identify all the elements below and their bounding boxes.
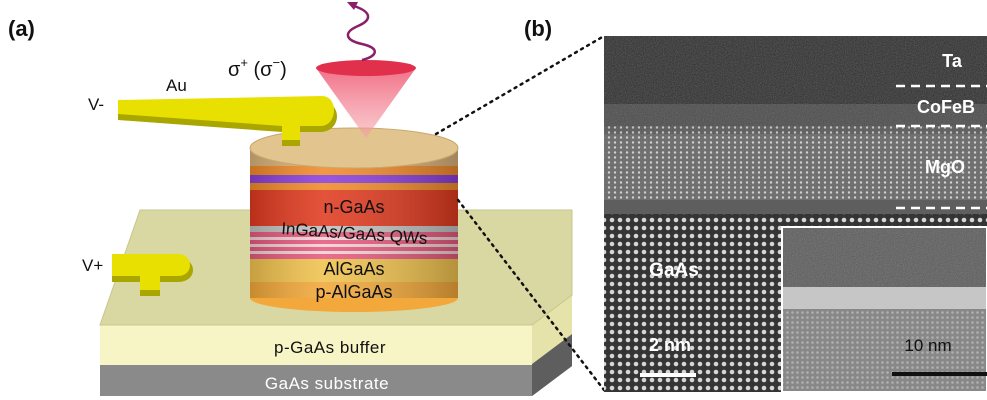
p-algaas-label: p-AlGaAs (315, 282, 392, 302)
panel-a-label: (a) (8, 16, 35, 41)
v-plus-label: V+ (82, 256, 103, 275)
ta-label: Ta (942, 51, 963, 71)
sigma-main: σ (228, 59, 241, 81)
au-label: Au (166, 76, 187, 95)
v-plus-contact (112, 254, 193, 296)
sigma-inner: σ (260, 59, 273, 81)
algaas-label: AlGaAs (323, 259, 384, 279)
buffer-label: p-GaAs buffer (274, 338, 386, 357)
sigma-open: ( (248, 59, 261, 81)
zoom-line-top (434, 34, 606, 136)
n-gaas-label: n-GaAs (323, 197, 384, 217)
scale-bar-inset (892, 372, 987, 376)
mgo-label: MgO (925, 157, 965, 177)
photon-arrow-icon (347, 2, 358, 10)
sigma-close: ) (280, 59, 287, 81)
polarization-label: σ+ (σ−) (228, 55, 287, 81)
inset-image (781, 226, 987, 393)
buffer-block (100, 295, 572, 365)
v-minus-label: V- (88, 95, 104, 114)
photon-wave (346, 4, 376, 62)
sigma-sup1: + (240, 55, 248, 70)
scale-bar-inset-label: 10 nm (904, 336, 951, 355)
substrate-label: GaAs substrate (265, 374, 389, 393)
light-cone (316, 60, 416, 138)
gaas-tem-label: GaAs (649, 260, 699, 281)
v-minus-contact (118, 96, 337, 146)
scale-bar-main-label: 2 nm (649, 335, 691, 355)
pillar (249, 127, 459, 312)
sigma-sup2: − (273, 55, 281, 70)
scale-bar-main (640, 373, 696, 377)
panel-b-label: (b) (524, 16, 552, 41)
cofeb-label: CoFeB (917, 97, 975, 117)
zoom-line-bottom (456, 198, 606, 392)
